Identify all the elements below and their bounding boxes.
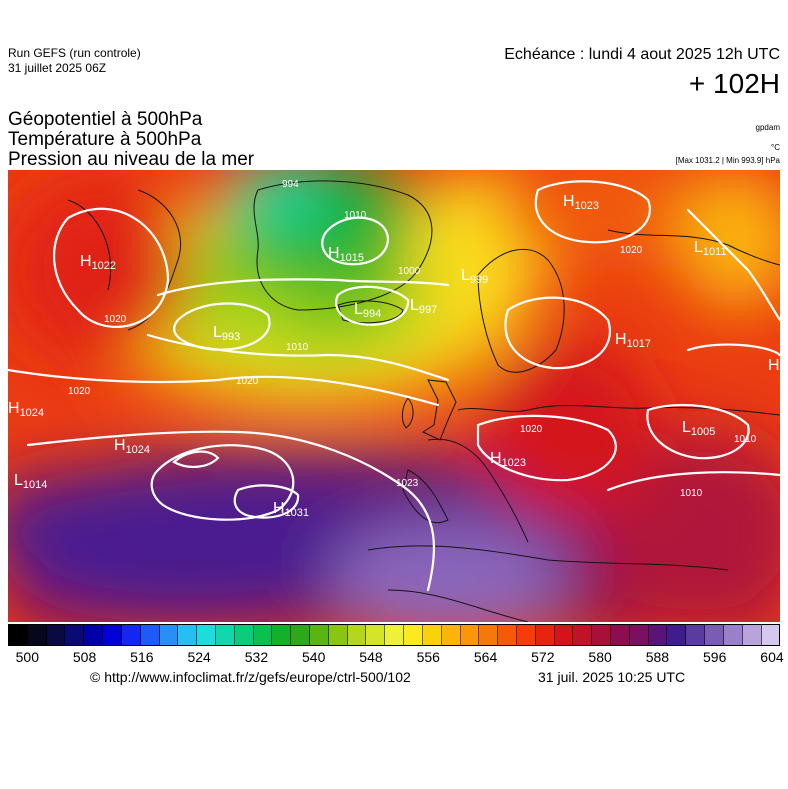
colorbar-swatch (460, 625, 480, 645)
isobar-label: 1020 (236, 376, 259, 387)
pressure-center-low: L1014 (14, 472, 47, 491)
colorbar-swatch (516, 625, 536, 645)
colorbar-swatch (648, 625, 668, 645)
colorbar-swatch (178, 625, 198, 645)
colorbar-swatch (761, 625, 780, 645)
colorbar-tick-label: 588 (645, 649, 670, 665)
colorbar-swatch (498, 625, 517, 645)
colorbar-tick-label: 508 (72, 649, 97, 665)
colorbar-swatch (535, 625, 555, 645)
colorbar-tick-label: 500 (15, 649, 39, 665)
colorbar-swatch (366, 625, 386, 645)
pressure-center-high: H1023 (490, 450, 526, 469)
pressure-center-high: H1022 (80, 253, 116, 272)
generated-time: 31 juil. 2025 10:25 UTC (538, 669, 686, 685)
pressure-range: [Max 1031.2 | Min 993.9] hPa (675, 156, 780, 165)
colorbar-swatch (84, 625, 104, 645)
pressure-center-high: H1024 (114, 437, 150, 456)
isobar-label: 1020 (520, 424, 543, 435)
weather-map: H1022 H1015 H1024 H1024 H1031 H1023 H101… (8, 170, 780, 622)
colorbar-swatch (328, 625, 348, 645)
isobar-label: 1010 (344, 210, 367, 221)
pressure-center-high: H1031 (273, 500, 309, 519)
isobar-label: 1010 (680, 488, 703, 499)
colorbar-swatch (65, 625, 85, 645)
isobar-label: 1010 (734, 434, 757, 445)
colorbar-swatch (705, 625, 724, 645)
colorbar-swatch (686, 625, 706, 645)
colorbar (8, 624, 780, 646)
colorbar-swatch (629, 625, 649, 645)
colorbar-tick-label: 524 (187, 649, 211, 665)
pressure-center-low: L994 (354, 301, 381, 320)
isobar-label: 1010 (286, 342, 309, 353)
colorbar-swatch (234, 625, 254, 645)
colorbar-tick-label: 540 (302, 649, 326, 665)
isobar-label: 994 (282, 179, 299, 190)
colorbar-swatch (573, 625, 593, 645)
colorbar-tick-label: 516 (130, 649, 154, 665)
colorbar-swatch (197, 625, 216, 645)
colorbar-swatch (121, 625, 141, 645)
run-title: Run GEFS (run controle) (8, 46, 141, 60)
colorbar-tick-label: 604 (760, 649, 784, 665)
pressure-center-low: L1011 (694, 239, 727, 258)
source-url: © http://www.infoclimat.fr/z/gefs/europe… (90, 669, 411, 685)
colorbar-swatch (479, 625, 499, 645)
pressure-center-low: L999 (461, 267, 488, 286)
weather-map-canvas: H1022 H1015 H1024 H1024 H1031 H1023 H101… (8, 170, 780, 622)
colorbar-tick-label: 548 (359, 649, 383, 665)
colorbar-swatch (347, 625, 367, 645)
colorbar-swatch (667, 625, 687, 645)
parameter-geopotential: Géopotentiel à 500hPa (8, 109, 203, 130)
colorbar-swatch (404, 625, 423, 645)
pressure-center-high: H1023 (563, 193, 599, 212)
colorbar-tick-label: 572 (531, 649, 555, 665)
colorbar-tick-label: 580 (588, 649, 612, 665)
unit-geopotential: gpdam (755, 123, 780, 132)
colorbar-swatch (441, 625, 461, 645)
colorbar-swatch (46, 625, 66, 645)
colorbar-swatch (310, 625, 329, 645)
colorbar-tick-label: 596 (703, 649, 727, 665)
colorbar-swatch (103, 625, 122, 645)
colorbar-swatch (723, 625, 743, 645)
isobar-label: 1020 (620, 245, 643, 256)
parameter-pressure: Pression au niveau de la mer (8, 149, 255, 170)
isobar-label: 1020 (68, 386, 91, 397)
pressure-center-high: H1015 (328, 245, 364, 264)
lead-time: + 102H (688, 68, 780, 99)
colorbar-swatch (9, 625, 28, 645)
isobar-label: 1000 (398, 266, 421, 277)
colorbar-swatch (554, 625, 574, 645)
colorbar-swatch (27, 625, 47, 645)
colorbar-tick-label: 564 (473, 649, 498, 665)
colorbar-swatch (253, 625, 273, 645)
pressure-center-low: L1005 (682, 419, 715, 438)
pressure-center-low: L993 (213, 324, 240, 343)
colorbar-tick-label: 532 (244, 649, 269, 665)
colorbar-tick-label: 556 (416, 649, 440, 665)
unit-temperature: °C (771, 143, 780, 152)
colorbar-swatch (742, 625, 762, 645)
colorbar-swatch (159, 625, 179, 645)
colorbar-swatch (385, 625, 405, 645)
colorbar-swatch (422, 625, 442, 645)
colorbar-swatch (215, 625, 235, 645)
isobar-label: 1023 (396, 478, 419, 489)
run-date: 31 juillet 2025 06Z (8, 61, 107, 75)
colorbar-swatch (140, 625, 160, 645)
pressure-center-high: H (768, 357, 780, 374)
colorbar-swatch (592, 625, 611, 645)
pressure-center-high: H1017 (615, 331, 651, 350)
colorbar-tick-labels: 500 508 516 524 532 540 548 556 564 572 580 588 596 6… (8, 649, 784, 665)
colorbar-swatch (272, 625, 292, 645)
valid-time: Echéance : lundi 4 aout 2025 12h UTC (504, 46, 780, 63)
isobar-label: 1020 (104, 314, 127, 325)
parameter-temperature: Température à 500hPa (8, 129, 202, 150)
pressure-center-high: H1024 (8, 400, 44, 419)
pressure-center-low: L997 (410, 297, 437, 316)
colorbar-swatch (291, 625, 310, 645)
colorbar-swatch (611, 625, 630, 645)
